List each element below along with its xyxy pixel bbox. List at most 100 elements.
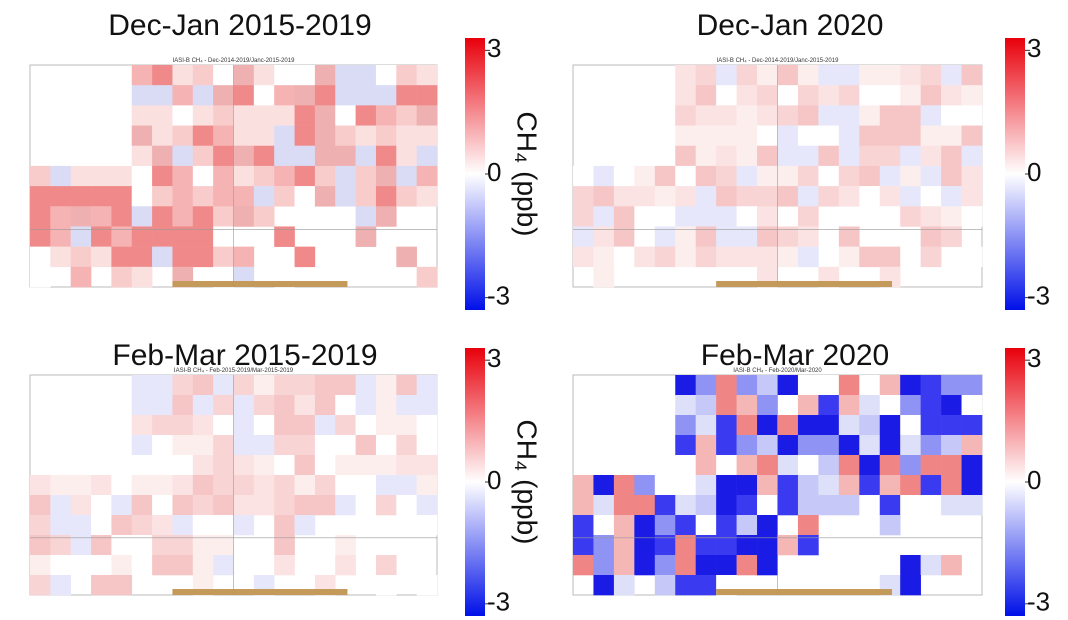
map-cell bbox=[695, 535, 717, 556]
map-cell bbox=[941, 475, 962, 496]
map-cell bbox=[416, 186, 438, 207]
map-cell bbox=[961, 186, 983, 207]
map-cell bbox=[30, 226, 51, 247]
map-cell bbox=[213, 65, 234, 86]
map-cell bbox=[654, 535, 676, 556]
map-cell bbox=[900, 105, 921, 126]
map-cell bbox=[131, 246, 153, 268]
map-cell bbox=[838, 455, 860, 476]
map-cell bbox=[900, 475, 921, 496]
map-cell bbox=[91, 206, 112, 227]
map-cell bbox=[50, 495, 71, 516]
map-cell bbox=[192, 65, 214, 86]
map-cell bbox=[961, 475, 983, 496]
map-cell bbox=[172, 395, 194, 416]
map-cell bbox=[736, 455, 758, 476]
map-cell bbox=[961, 375, 983, 396]
map-cell bbox=[172, 475, 194, 496]
land-strip bbox=[172, 589, 348, 595]
map-cell bbox=[777, 85, 799, 106]
map-cell bbox=[131, 105, 153, 126]
panel-subtitle: IASI-B CH₄ - Dec-2014-2019/Janc-2015-201… bbox=[717, 58, 840, 64]
map-cell bbox=[91, 535, 112, 556]
map-cell bbox=[70, 555, 92, 576]
map-cell bbox=[573, 226, 594, 247]
map-cell bbox=[335, 375, 356, 396]
map-cell bbox=[314, 495, 336, 516]
map-cell bbox=[777, 246, 799, 268]
map-cell bbox=[375, 455, 397, 476]
map-cell bbox=[111, 266, 133, 288]
map-cell bbox=[613, 186, 635, 207]
map-cell bbox=[152, 375, 173, 396]
map-cell bbox=[961, 415, 983, 436]
map-cell bbox=[675, 535, 696, 556]
map-cell bbox=[757, 495, 778, 516]
map-cell bbox=[294, 475, 316, 496]
map-cell bbox=[355, 475, 377, 496]
map-cell bbox=[152, 515, 173, 536]
map-cell bbox=[396, 165, 417, 187]
map-cell bbox=[131, 65, 153, 86]
map-cell bbox=[695, 455, 717, 476]
map-cell bbox=[335, 105, 356, 126]
map-cell bbox=[920, 495, 942, 516]
map-cell bbox=[294, 415, 316, 436]
map-cell bbox=[172, 145, 194, 167]
map-cell bbox=[654, 206, 676, 227]
map-cell bbox=[777, 165, 799, 187]
map-cell bbox=[757, 85, 778, 106]
map-cell bbox=[797, 535, 819, 556]
map-cell bbox=[50, 226, 71, 247]
map-cell bbox=[777, 105, 799, 126]
map-cell bbox=[879, 65, 901, 86]
map-cell bbox=[416, 475, 438, 496]
map-cell bbox=[416, 495, 438, 516]
map-cell bbox=[192, 495, 214, 516]
map-cell bbox=[797, 475, 819, 496]
map-cell bbox=[253, 495, 275, 516]
map-cell bbox=[335, 475, 356, 496]
map-cell bbox=[818, 105, 840, 126]
map-cell bbox=[294, 165, 316, 187]
map-cell bbox=[797, 165, 819, 187]
map-cell bbox=[396, 125, 417, 147]
map-cell bbox=[777, 475, 799, 496]
map-cell bbox=[961, 65, 983, 86]
map-cell bbox=[736, 206, 758, 227]
map-cell bbox=[920, 105, 942, 126]
map-cell bbox=[736, 226, 758, 247]
map-cell bbox=[920, 435, 942, 456]
panel-title: Feb-Mar 2020 bbox=[701, 339, 889, 372]
map-cell bbox=[695, 375, 717, 396]
map-cell bbox=[695, 206, 717, 227]
map-cell bbox=[757, 475, 778, 496]
colorbar bbox=[1005, 348, 1025, 616]
map-cell bbox=[152, 555, 173, 576]
panel-title: Dec-Jan 2015-2019 bbox=[108, 9, 372, 42]
map-cell bbox=[920, 65, 942, 86]
map-cell bbox=[70, 266, 92, 288]
map-cell bbox=[30, 535, 51, 556]
map-cell bbox=[675, 65, 696, 86]
map-cell bbox=[900, 246, 921, 268]
map-cell bbox=[838, 226, 860, 247]
map-cell bbox=[797, 65, 819, 86]
map-cell bbox=[152, 226, 173, 247]
colorbar-tick-label: 3 bbox=[487, 343, 501, 373]
map-cell bbox=[777, 145, 799, 167]
map-cell bbox=[757, 65, 778, 86]
map-cell bbox=[716, 375, 737, 396]
colorbar-tick-label: -3 bbox=[1027, 281, 1050, 311]
map-cell bbox=[797, 226, 819, 247]
map-cell bbox=[172, 535, 194, 556]
map-cell bbox=[30, 206, 51, 227]
map-cell bbox=[314, 435, 336, 456]
map-cell bbox=[213, 85, 234, 106]
map-cell bbox=[253, 206, 275, 227]
map-cell bbox=[152, 65, 173, 86]
map-cell bbox=[593, 535, 615, 556]
map-cell bbox=[675, 85, 696, 106]
map-cell bbox=[131, 435, 153, 456]
map-cell bbox=[375, 65, 397, 86]
